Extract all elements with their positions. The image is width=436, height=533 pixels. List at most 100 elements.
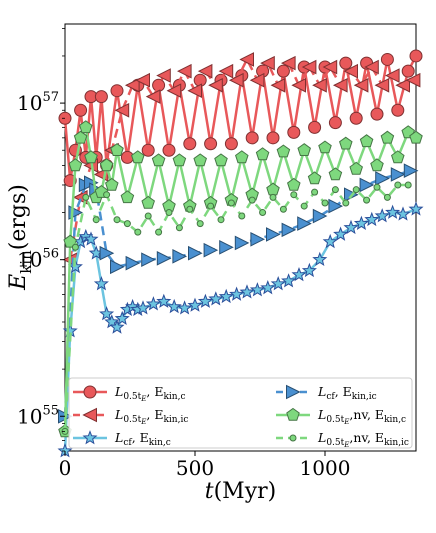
data-point-0-35 <box>380 52 394 66</box>
y-tick-exponent-2: 57 <box>42 90 59 105</box>
data-point-1-5 <box>114 102 130 118</box>
plot-frame <box>64 23 417 452</box>
data-point-5-19 <box>259 209 267 217</box>
x-axis-title-var: t <box>205 479 214 504</box>
data-point-0-26 <box>287 125 301 139</box>
data-point-1-8 <box>145 89 161 104</box>
data-point-4-29 <box>307 171 322 185</box>
data-point-1-11 <box>176 63 192 79</box>
legend-label-main-3: L <box>317 384 326 399</box>
data-point-4-3 <box>73 130 88 144</box>
legend-label-rest-0: , E <box>146 384 163 399</box>
legend-label-subsub-1: E <box>140 418 146 426</box>
x-tick-label-0: 0 <box>59 456 72 480</box>
data-point-2-35 <box>343 219 359 235</box>
x-axis-title: t(Myr) <box>205 479 276 504</box>
data-point-1-22 <box>291 77 306 93</box>
y-tick-exponent-0: 55 <box>42 403 59 418</box>
data-point-5-25 <box>321 199 329 207</box>
series-line-5 <box>63 183 409 432</box>
data-point-5-32 <box>394 181 402 189</box>
data-point-2-22 <box>208 291 224 306</box>
data-point-2-27 <box>260 279 276 295</box>
data-point-3-6 <box>110 259 125 275</box>
data-point-0-12 <box>141 143 155 157</box>
data-point-0-28 <box>308 120 322 134</box>
y-axis-title-var: E <box>6 274 31 291</box>
data-point-1-31 <box>384 68 400 83</box>
data-point-1-9 <box>156 68 171 83</box>
data-point-1-20 <box>270 77 286 93</box>
data-point-2-24 <box>229 286 245 301</box>
data-point-5-10 <box>165 209 173 217</box>
data-point-5-23 <box>300 202 308 210</box>
y-tick-label-0: 1055 <box>17 403 59 428</box>
data-point-5-11 <box>175 224 183 232</box>
data-point-4-30 <box>318 140 332 154</box>
data-point-4-11 <box>120 190 135 204</box>
data-point-3-24 <box>390 167 406 182</box>
data-point-3-13 <box>219 239 234 255</box>
data-point-1-32 <box>395 77 410 93</box>
legend-label-main-1: L <box>114 407 123 422</box>
data-point-2-8 <box>99 306 115 321</box>
data-point-2-30 <box>291 266 307 282</box>
data-point-2-32 <box>312 251 328 266</box>
legend-label-sub-0: 0.5t <box>123 392 141 402</box>
data-point-2-36 <box>353 215 369 231</box>
data-point-2-34 <box>333 226 349 241</box>
data-point-0-38 <box>409 49 423 63</box>
data-point-3-15 <box>250 231 266 247</box>
data-point-4-28 <box>297 143 311 156</box>
legend-entry-4: L0.5tE,nv, Ekin,c <box>276 407 406 426</box>
data-point-4-5 <box>84 150 98 164</box>
data-point-0-32 <box>349 111 363 125</box>
data-point-5-3 <box>92 216 100 224</box>
data-point-2-19 <box>177 300 193 315</box>
y-axis-title: Ekin(ergs) <box>6 184 35 291</box>
data-point-4-20 <box>214 153 228 167</box>
data-point-2-41 <box>408 201 424 216</box>
data-point-2-33 <box>322 233 338 249</box>
data-point-1-33 <box>405 72 421 88</box>
legend-marker-1 <box>82 407 97 423</box>
data-point-1-25 <box>322 59 338 75</box>
data-point-4-27 <box>287 177 301 191</box>
legend-label-rest-5: ,nv, E <box>349 430 384 445</box>
data-point-2-11 <box>114 310 130 325</box>
legend-label-4: L0.5tE,nv, Ekin,c <box>317 407 406 426</box>
data-point-3-5 <box>99 245 115 261</box>
legend-box <box>68 377 413 449</box>
data-point-2-21 <box>197 293 213 308</box>
data-point-0-18 <box>204 137 218 151</box>
data-point-3-12 <box>203 242 219 258</box>
data-point-0-7 <box>94 90 108 104</box>
data-point-5-29 <box>363 196 371 204</box>
legend-label-rest-sub-0: kin,c <box>163 392 185 402</box>
data-point-5-27 <box>342 199 350 207</box>
data-point-2-29 <box>281 273 297 288</box>
data-point-2-31 <box>301 262 317 278</box>
data-point-1-13 <box>197 63 213 79</box>
data-point-4-4 <box>79 120 93 134</box>
data-point-2-17 <box>156 293 172 308</box>
data-point-3-17 <box>281 222 297 238</box>
data-point-3-14 <box>234 235 250 251</box>
data-point-3-16 <box>266 227 281 242</box>
legend-label-rest-2: , E <box>132 430 149 445</box>
data-point-0-22 <box>245 131 259 145</box>
data-point-0-24 <box>266 131 280 145</box>
data-point-4-12 <box>131 150 145 164</box>
y-axis-title-sub: kin <box>17 250 35 274</box>
data-point-0-14 <box>162 143 176 157</box>
data-point-5-30 <box>373 183 381 191</box>
data-point-2-16 <box>145 296 161 311</box>
data-point-5-21 <box>279 205 287 213</box>
legend-label-0: L0.5tE, Ekin,c <box>114 384 185 403</box>
data-point-3-7 <box>125 255 141 271</box>
legend-label-1: L0.5tE, Ekin,ic <box>114 407 188 426</box>
data-point-5-33 <box>404 181 412 189</box>
data-point-1-18 <box>249 72 265 88</box>
y-tick-label-2: 1057 <box>17 90 59 115</box>
